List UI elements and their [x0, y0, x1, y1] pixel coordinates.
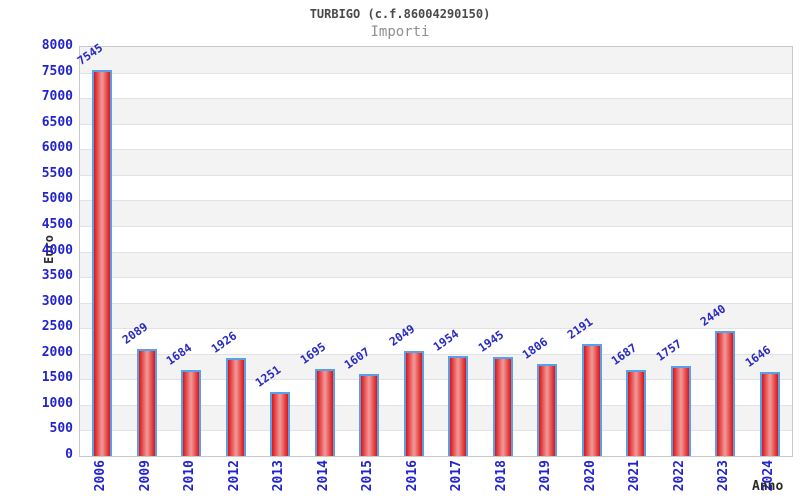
y-tick-label: 5000	[41, 191, 73, 207]
bar-2012	[225, 357, 246, 456]
bar-2015	[359, 373, 380, 456]
y-tick-label: 6500	[41, 114, 73, 130]
plot-area: 7545 2089 1684 1926 1251 1695 1607 2049 1954 1945…	[75, 41, 793, 457]
y-tick-label: 0	[65, 447, 73, 462]
x-tick-label-2010: 2010	[182, 460, 198, 492]
plot-band	[80, 98, 792, 124]
y-tick-label: 4000	[41, 242, 73, 258]
y-tick-label: 4500	[41, 216, 73, 232]
x-tick-label-2021: 2021	[627, 460, 643, 492]
gridline	[80, 302, 792, 304]
x-tick-label-2022: 2022	[671, 460, 687, 492]
bar-2023	[715, 331, 736, 456]
gridline	[80, 123, 792, 125]
bar-value-label: 1954	[430, 326, 462, 354]
gridline	[80, 98, 792, 100]
gridline	[80, 328, 792, 330]
y-tick-label: 6000	[41, 140, 73, 156]
gridline	[80, 174, 792, 176]
x-tick-label-2020: 2020	[582, 460, 598, 492]
gridline	[80, 200, 792, 202]
gridline	[80, 225, 792, 227]
x-tick-label-2017: 2017	[449, 460, 465, 492]
bar-2014	[314, 369, 335, 456]
y-tick-label: 1000	[41, 395, 73, 411]
bar-2010	[181, 369, 202, 456]
plot-band	[80, 251, 792, 278]
x-tick-label-2013: 2013	[271, 460, 287, 492]
x-tick-label-2018: 2018	[493, 460, 509, 492]
bar-2016	[403, 351, 424, 456]
bar-2019	[537, 363, 558, 456]
x-tick-label-2023: 2023	[716, 460, 732, 492]
gridline	[80, 430, 792, 432]
bar-2024	[759, 371, 780, 456]
y-tick-label: 3500	[41, 268, 73, 284]
y-tick-label: 5500	[41, 165, 73, 181]
x-tick-label-2006: 2006	[93, 460, 109, 492]
gridline	[80, 379, 792, 381]
bar-2018	[492, 356, 513, 456]
x-tick-label-2019: 2019	[538, 460, 554, 492]
bar-value-label: 1926	[208, 328, 240, 356]
chart-subtitle: Importi	[370, 24, 430, 40]
x-axis-title: Anno	[752, 479, 784, 494]
x-tick-label-2015: 2015	[360, 460, 376, 492]
y-tick-label: 7500	[41, 63, 73, 79]
chart-title: TURBIGO (c.f.86004290150)	[309, 7, 491, 21]
x-tick-label-2009: 2009	[137, 460, 153, 492]
y-tick-label: 500	[49, 421, 73, 437]
bar-2017	[448, 356, 469, 456]
gridline	[80, 251, 792, 253]
x-tick-label-2012: 2012	[226, 460, 242, 492]
bar-2021	[626, 369, 647, 456]
bar-value-label: 1945	[475, 327, 507, 355]
y-tick-label: 2500	[41, 319, 73, 335]
plot-band	[80, 149, 792, 175]
x-tick-label-2014: 2014	[315, 460, 331, 492]
bar-2006	[92, 70, 113, 456]
bar-2013	[270, 392, 291, 456]
y-tick-label: 1500	[41, 370, 73, 386]
x-tick-label-2016: 2016	[404, 460, 420, 492]
y-tick-label: 2000	[41, 344, 73, 360]
plot-band	[80, 200, 792, 226]
bar-2020	[581, 344, 602, 456]
y-tick-label: 3000	[41, 293, 73, 309]
gridline	[80, 72, 792, 74]
bar-2009	[136, 349, 157, 456]
bar-2022	[670, 366, 691, 456]
y-tick-label: 7000	[41, 89, 73, 105]
y-tick-label: 8000	[41, 38, 73, 53]
plot-band	[80, 302, 792, 329]
gridline	[80, 149, 792, 151]
gridline	[80, 277, 792, 279]
plot-band	[80, 47, 792, 73]
gridline	[80, 404, 792, 406]
gridline	[80, 353, 792, 355]
